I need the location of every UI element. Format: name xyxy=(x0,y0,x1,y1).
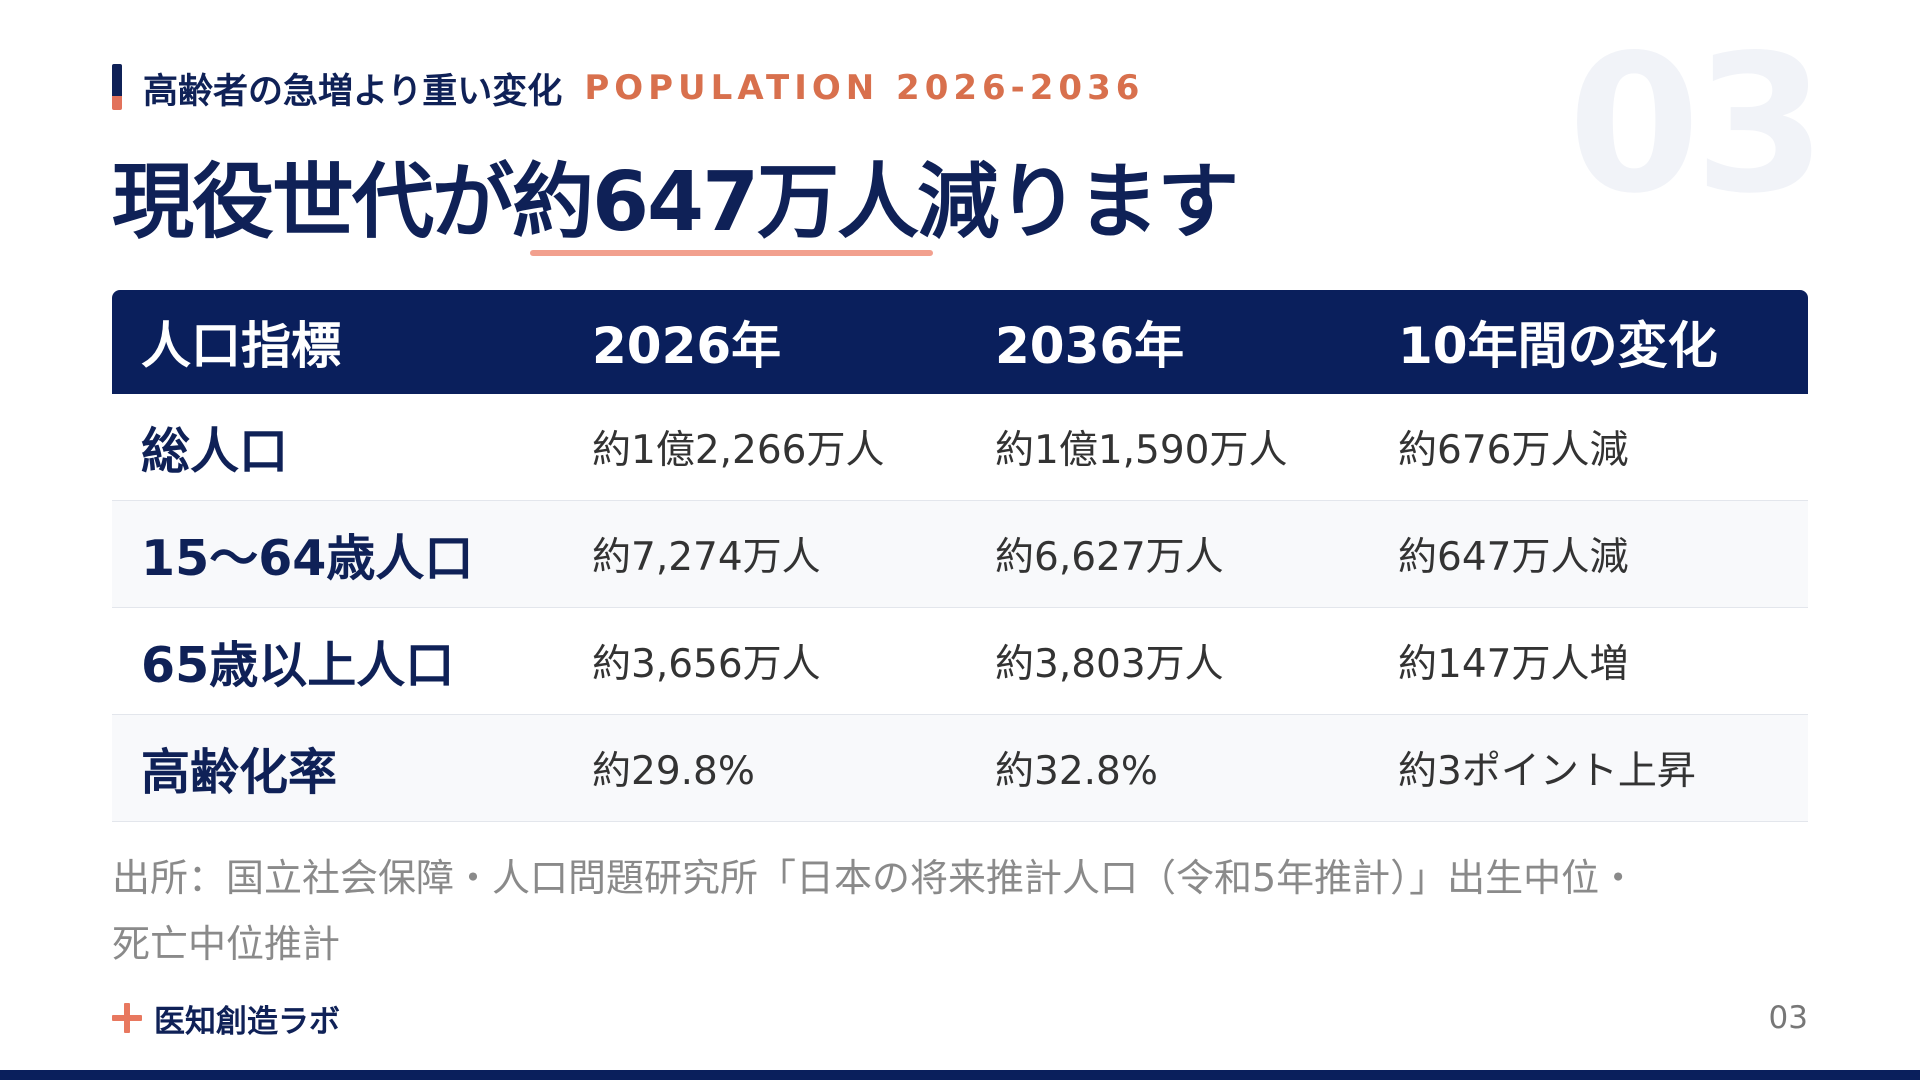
kicker-accent-bar xyxy=(112,64,122,110)
value-change: 約147万人増 xyxy=(1398,642,1629,687)
header-2036: 2036年 xyxy=(995,317,1185,375)
value-2026: 約1億2,266万人 xyxy=(592,428,885,473)
header-change: 10年間の変化 xyxy=(1398,317,1718,375)
source-note: 出所：国立社会保障・人口問題研究所「日本の将来推計人口（令和5年推計）」出生中位… xyxy=(112,845,1812,977)
table-row: 15〜64歳人口 約7,274万人 約6,627万人 約647万人減 xyxy=(112,501,1808,608)
value-2036: 約1億1,590万人 xyxy=(995,428,1288,473)
value-2036: 約32.8% xyxy=(995,749,1158,794)
row-label: 総人口 xyxy=(141,422,289,480)
bottom-band xyxy=(0,1070,1920,1080)
value-2036: 約6,627万人 xyxy=(995,535,1224,580)
page-number: 03 xyxy=(1768,1000,1808,1036)
table-header: 人口指標 2026年 2036年 10年間の変化 xyxy=(112,290,1808,394)
value-2026: 約3,656万人 xyxy=(592,642,821,687)
value-change: 約647万人減 xyxy=(1398,535,1629,580)
table-row: 65歳以上人口 約3,656万人 約3,803万人 約147万人増 xyxy=(112,608,1808,715)
row-label: 高齢化率 xyxy=(141,743,338,801)
title-highlight-underline xyxy=(530,250,933,256)
header-2026: 2026年 xyxy=(592,317,782,375)
brand: 医知創造ラボ xyxy=(112,998,340,1040)
source-line-1: 出所：国立社会保障・人口問題研究所「日本の将来推計人口（令和5年推計）」出生中位… xyxy=(112,856,1638,900)
row-label: 15〜64歳人口 xyxy=(141,529,474,587)
value-change: 約3ポイント上昇 xyxy=(1398,749,1696,794)
row-label: 65歳以上人口 xyxy=(141,636,455,694)
header-indicator: 人口指標 xyxy=(141,317,341,375)
kicker-subtitle: POPULATION 2026-2036 xyxy=(584,68,1145,108)
value-2026: 約7,274万人 xyxy=(592,535,821,580)
source-line-2: 死亡中位推計 xyxy=(112,922,341,966)
kicker: 高齢者の急増より重い変化 POPULATION 2026-2036 xyxy=(143,66,1145,112)
value-2036: 約3,803万人 xyxy=(995,642,1224,687)
population-table: 人口指標 2026年 2036年 10年間の変化 総人口 約1億2,266万人 … xyxy=(112,290,1808,822)
table-row: 総人口 約1億2,266万人 約1億1,590万人 約676万人減 xyxy=(112,394,1808,501)
value-2026: 約29.8% xyxy=(592,749,755,794)
brand-name: 医知創造ラボ xyxy=(154,1003,340,1040)
value-change: 約676万人減 xyxy=(1398,428,1629,473)
page-title: 現役世代が約647万人減ります xyxy=(112,155,1239,250)
kicker-title: 高齢者の急増より重い変化 xyxy=(143,71,563,112)
table-row: 高齢化率 約29.8% 約32.8% 約3ポイント上昇 xyxy=(112,715,1808,822)
plus-icon xyxy=(112,1003,142,1033)
slide-number-watermark: 03 xyxy=(1568,14,1826,235)
